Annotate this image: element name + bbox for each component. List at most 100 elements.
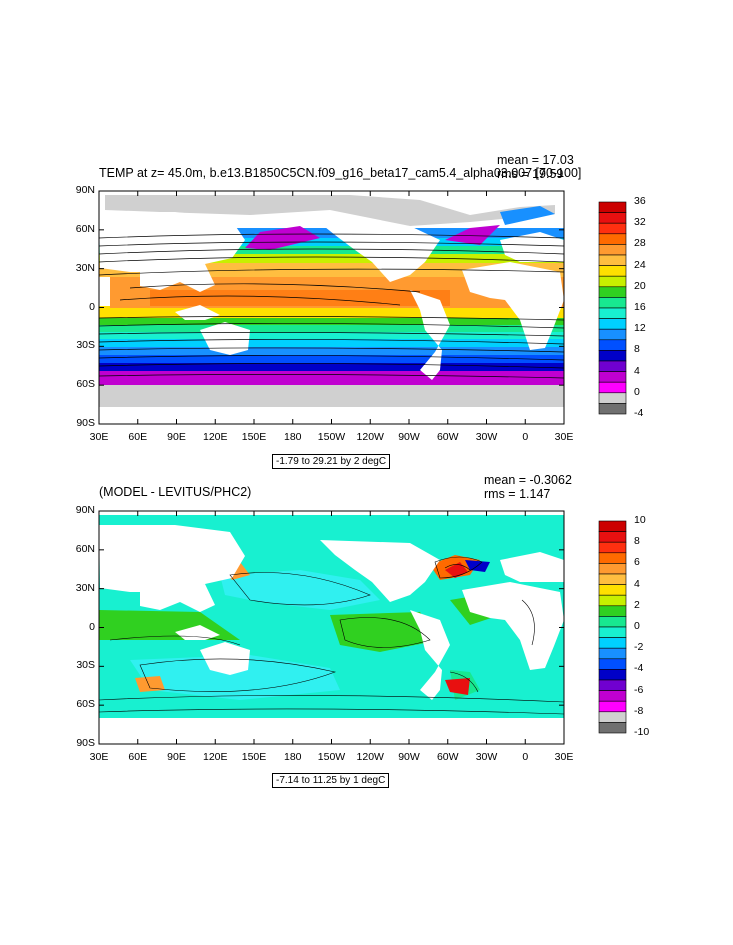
colorbar-box <box>598 605 627 617</box>
colorbar-label: 0 <box>634 385 640 398</box>
colorbar-label: 32 <box>634 216 646 229</box>
colorbar-box <box>598 360 627 372</box>
colorbar-box <box>598 201 627 213</box>
colorbar-box <box>598 658 627 670</box>
lat-tick-label: 0 <box>89 620 95 633</box>
colorbar-box <box>598 328 627 341</box>
south-america-land <box>410 290 450 380</box>
lon-tick-label: 30W <box>475 751 498 763</box>
arctic-land <box>105 195 555 226</box>
colorbar-box <box>598 584 627 596</box>
lat-tick-label: 30S <box>76 339 95 352</box>
lon-tick-label: 120W <box>356 431 384 443</box>
australia-land <box>200 322 250 355</box>
lon-tick-label: 120W <box>356 751 384 763</box>
lon-tick-label: 60W <box>436 431 459 443</box>
colorbar-box <box>598 563 627 575</box>
colorbar-label: 10 <box>634 514 646 526</box>
lat-tick-label: 60N <box>75 222 95 235</box>
lat-tick-label: 0 <box>89 300 95 313</box>
colorbar-label: 4 <box>634 364 640 377</box>
bottom-mean-label: mean = -0.3062 <box>484 473 572 487</box>
colorbar-box <box>598 307 627 319</box>
colorbar-label: 0 <box>634 620 640 632</box>
lat-tick-label: 60S <box>76 378 95 391</box>
lon-tick-label: 30E <box>554 751 574 763</box>
lon-tick-label: 150W <box>317 751 346 763</box>
lon-tick-label: 90W <box>398 751 420 763</box>
lat-tick-label: 30N <box>75 261 95 274</box>
colorbar-label: 12 <box>634 322 646 335</box>
colorbar-box <box>598 339 627 351</box>
north-america-land <box>320 223 440 282</box>
colorbar-box <box>598 286 627 298</box>
colorbar-label: 16 <box>634 301 646 313</box>
lon-tick-label: 120E <box>202 431 228 443</box>
colorbar-box <box>598 297 627 309</box>
top-panel-title: TEMP at z= 45.0m, b.e13.B1850C5CN.f09_g1… <box>99 166 582 180</box>
colorbar-box <box>598 403 627 415</box>
colorbar-box <box>598 520 627 532</box>
colorbar-box <box>598 350 627 362</box>
colorbar-label: 8 <box>634 535 640 548</box>
lon-tick-label: 30W <box>475 431 498 443</box>
colorbar-box <box>598 265 627 277</box>
colorbar-box <box>598 594 627 607</box>
lat-tick-label: 60S <box>76 698 95 711</box>
lon-tick-label: 30E <box>89 431 109 443</box>
colorbar-box <box>598 222 627 235</box>
colorbar-box <box>598 616 627 628</box>
bottom-colorbar <box>598 520 627 734</box>
bottom-panel-title: (MODEL - LEVITUS/PHC2) <box>99 485 252 499</box>
colorbar-label: -2 <box>634 641 644 654</box>
colorbar-label: 28 <box>634 237 646 250</box>
lon-tick-label: 30E <box>554 431 574 443</box>
top-range-note: -1.79 to 29.21 by 2 degC <box>272 454 391 469</box>
colorbar-label: 6 <box>634 556 640 569</box>
africa-land <box>462 262 564 350</box>
colorbar-label: 36 <box>634 195 646 207</box>
top-mean-label: mean = 17.03 <box>497 153 574 167</box>
lon-tick-label: 150E <box>241 431 267 443</box>
colorbar-box <box>598 679 627 691</box>
colorbar-box <box>598 371 627 383</box>
lon-tick-label: 180 <box>283 431 302 443</box>
colorbar-label: -8 <box>634 704 644 717</box>
colorbar-box <box>598 573 627 585</box>
colorbar-label: 2 <box>634 598 640 611</box>
colorbar-box <box>598 722 627 734</box>
lat-tick-label: 90N <box>75 184 95 196</box>
colorbar-box <box>598 531 627 543</box>
lon-tick-label: 30E <box>89 751 109 763</box>
lon-tick-label: 60E <box>128 751 148 763</box>
colorbar-label: -10 <box>634 726 650 738</box>
colorbar-box <box>598 318 627 330</box>
colorbar-label: 8 <box>634 343 640 356</box>
lat-tick-label: 30S <box>76 659 95 672</box>
bottom-rms-label: rms = 1.147 <box>484 487 551 501</box>
bottom-range-note: -7.14 to 11.25 by 1 degC <box>272 773 390 788</box>
top-rms-label: rms = 19.59 <box>497 167 564 181</box>
colorbar-box <box>598 233 627 245</box>
colorbar-box <box>598 647 627 660</box>
lat-tick-label: 90S <box>76 417 95 429</box>
lon-tick-label: 60E <box>128 431 148 443</box>
colorbar-box <box>598 275 627 288</box>
colorbar-box <box>598 381 627 394</box>
colorbar-box <box>598 669 627 681</box>
colorbar-label: 20 <box>634 279 646 292</box>
colorbar-label: 4 <box>634 577 640 590</box>
colorbar-box <box>598 244 627 256</box>
lon-tick-label: 0 <box>522 751 529 763</box>
asia-land <box>99 212 245 272</box>
lat-tick-label: 30N <box>75 581 95 594</box>
colorbar-box <box>598 254 627 266</box>
colorbar-box <box>598 212 627 224</box>
colorbar-label: -4 <box>634 407 644 419</box>
colorbar-box <box>598 552 627 564</box>
top-map <box>99 191 564 424</box>
colorbar-box <box>598 700 627 713</box>
europe-land <box>500 232 564 262</box>
colorbar-label: 24 <box>634 258 646 271</box>
